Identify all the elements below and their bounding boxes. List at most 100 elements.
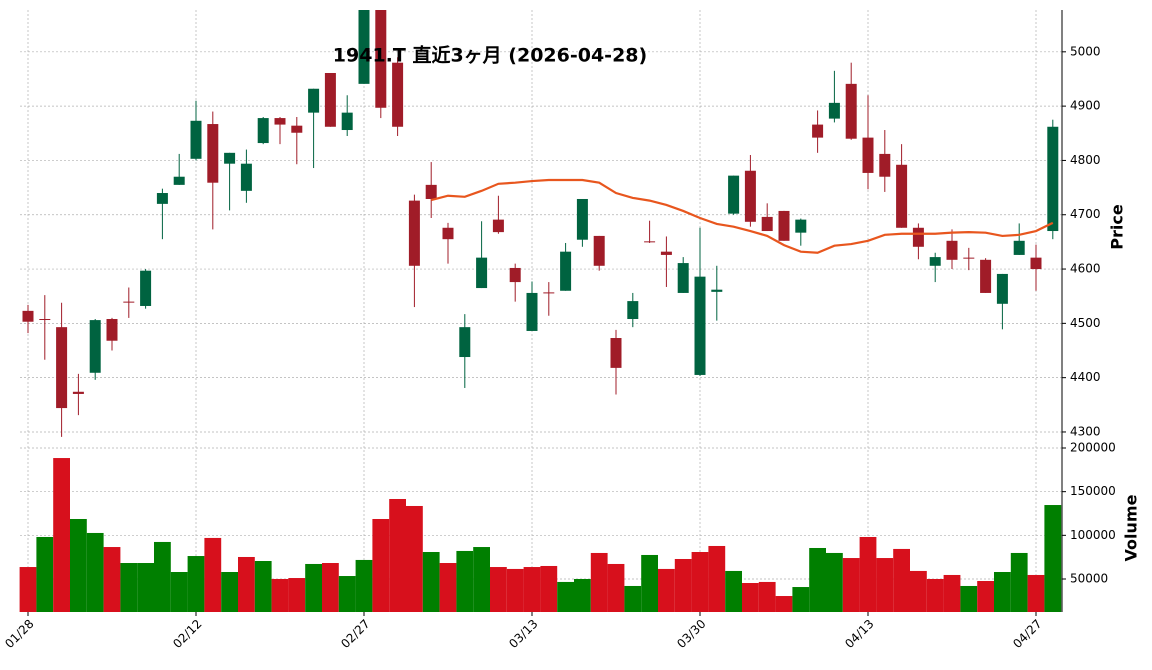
- candle-body: [744, 170, 756, 222]
- candle-body: [106, 319, 118, 341]
- volume-bar: [842, 558, 860, 612]
- volume-bar: [523, 567, 541, 612]
- volume-bar: [70, 518, 87, 612]
- volume-panel: [19, 458, 1062, 612]
- volume-bar: [103, 547, 121, 612]
- volume-bar: [708, 545, 726, 612]
- candle-body: [56, 327, 68, 409]
- volume-bar: [355, 559, 373, 612]
- volume-bar: [53, 458, 70, 612]
- candle-body: [408, 200, 420, 266]
- volume-bar: [641, 554, 658, 612]
- candle-body: [442, 227, 454, 240]
- candle-body: [207, 124, 219, 183]
- volume-bar: [1027, 574, 1045, 612]
- candle-body: [996, 273, 1008, 304]
- volume-bar: [506, 568, 524, 612]
- y-tick-label: 4700: [1070, 207, 1101, 221]
- candle-body: [593, 235, 605, 266]
- candle-body: [341, 112, 353, 131]
- y-tick-label: 4900: [1070, 99, 1101, 113]
- volume-bar: [674, 558, 692, 612]
- volume-axis-label: Volume: [1122, 494, 1141, 561]
- candle-body: [291, 125, 303, 133]
- volume-bar: [809, 547, 826, 612]
- candle-body: [240, 163, 252, 191]
- candle-body: [123, 301, 135, 303]
- candle-body: [392, 62, 404, 127]
- y-tick-label: 150000: [1070, 484, 1116, 498]
- candle-body: [896, 164, 908, 228]
- candle-body: [156, 193, 168, 204]
- candle-body: [425, 184, 437, 199]
- y-tick-label: 4300: [1070, 424, 1101, 438]
- candle-body: [929, 257, 941, 266]
- y-tick-label: 4600: [1070, 262, 1101, 276]
- volume-bar: [826, 552, 843, 612]
- candle-body: [257, 118, 269, 144]
- volume-bar: [473, 547, 490, 612]
- volume-bar: [204, 537, 222, 612]
- volume-bar: [456, 550, 474, 612]
- volume-bar: [1044, 505, 1062, 612]
- candle-body: [627, 301, 639, 320]
- volume-bar: [994, 572, 1011, 612]
- y-tick-label: 4400: [1070, 370, 1101, 384]
- grid: [20, 10, 1062, 612]
- candle-body: [526, 292, 538, 331]
- volume-bar: [322, 563, 339, 612]
- volume-bar: [943, 574, 961, 612]
- candle-body: [963, 257, 975, 259]
- candle-body: [879, 153, 891, 177]
- volume-bar: [725, 570, 742, 612]
- volume-bar: [540, 565, 558, 612]
- candle-body: [778, 210, 790, 241]
- candle-body: [828, 102, 840, 119]
- candle-body: [173, 176, 185, 185]
- volume-bar: [490, 567, 507, 612]
- volume-bar: [792, 587, 810, 612]
- x-tick-label: 01/28: [2, 617, 36, 651]
- volume-bar: [859, 536, 877, 612]
- y-tick-label: 5000: [1070, 44, 1101, 58]
- volume-bar: [439, 563, 457, 612]
- candle-body: [576, 198, 588, 240]
- y-tick-label: 50000: [1070, 571, 1108, 585]
- volume-bar: [926, 578, 944, 612]
- candle-body: [39, 319, 51, 321]
- volume-bar: [187, 556, 205, 612]
- volume-bar: [977, 580, 994, 612]
- candle-body: [560, 251, 572, 291]
- volume-bar: [238, 556, 255, 612]
- moving-average-line: [430, 178, 1054, 254]
- volume-bar: [893, 548, 910, 612]
- candle-body: [946, 240, 958, 260]
- candle-body: [660, 251, 672, 255]
- x-tick-label: 03/13: [506, 617, 540, 651]
- volume-bar: [624, 585, 642, 612]
- x-tick-label: 02/27: [338, 617, 372, 651]
- volume-bar: [910, 570, 927, 612]
- y-tick-label: 100000: [1070, 528, 1116, 542]
- candle-body: [795, 219, 807, 233]
- volume-bar: [254, 561, 272, 612]
- volume-bar: [137, 563, 154, 612]
- candle-body: [509, 267, 521, 283]
- candle-body: [459, 327, 471, 358]
- volume-bar: [288, 578, 306, 612]
- volume-bar: [305, 563, 322, 612]
- y-axis-label: Price: [1108, 204, 1127, 250]
- volume-bar: [557, 581, 574, 612]
- price-panel: [22, 10, 1059, 437]
- candle-body: [694, 276, 706, 375]
- volume-bar: [590, 552, 608, 612]
- candle-body: [476, 257, 488, 289]
- chart-title: 1941.T 直近3ヶ月 (2026-04-28): [333, 44, 647, 67]
- x-tick-label: 04/27: [1010, 617, 1044, 651]
- volume-bar: [221, 572, 238, 612]
- candle-body: [1030, 257, 1042, 270]
- volume-bar: [574, 578, 591, 612]
- volume-bar: [36, 536, 54, 612]
- volume-bar: [19, 567, 37, 612]
